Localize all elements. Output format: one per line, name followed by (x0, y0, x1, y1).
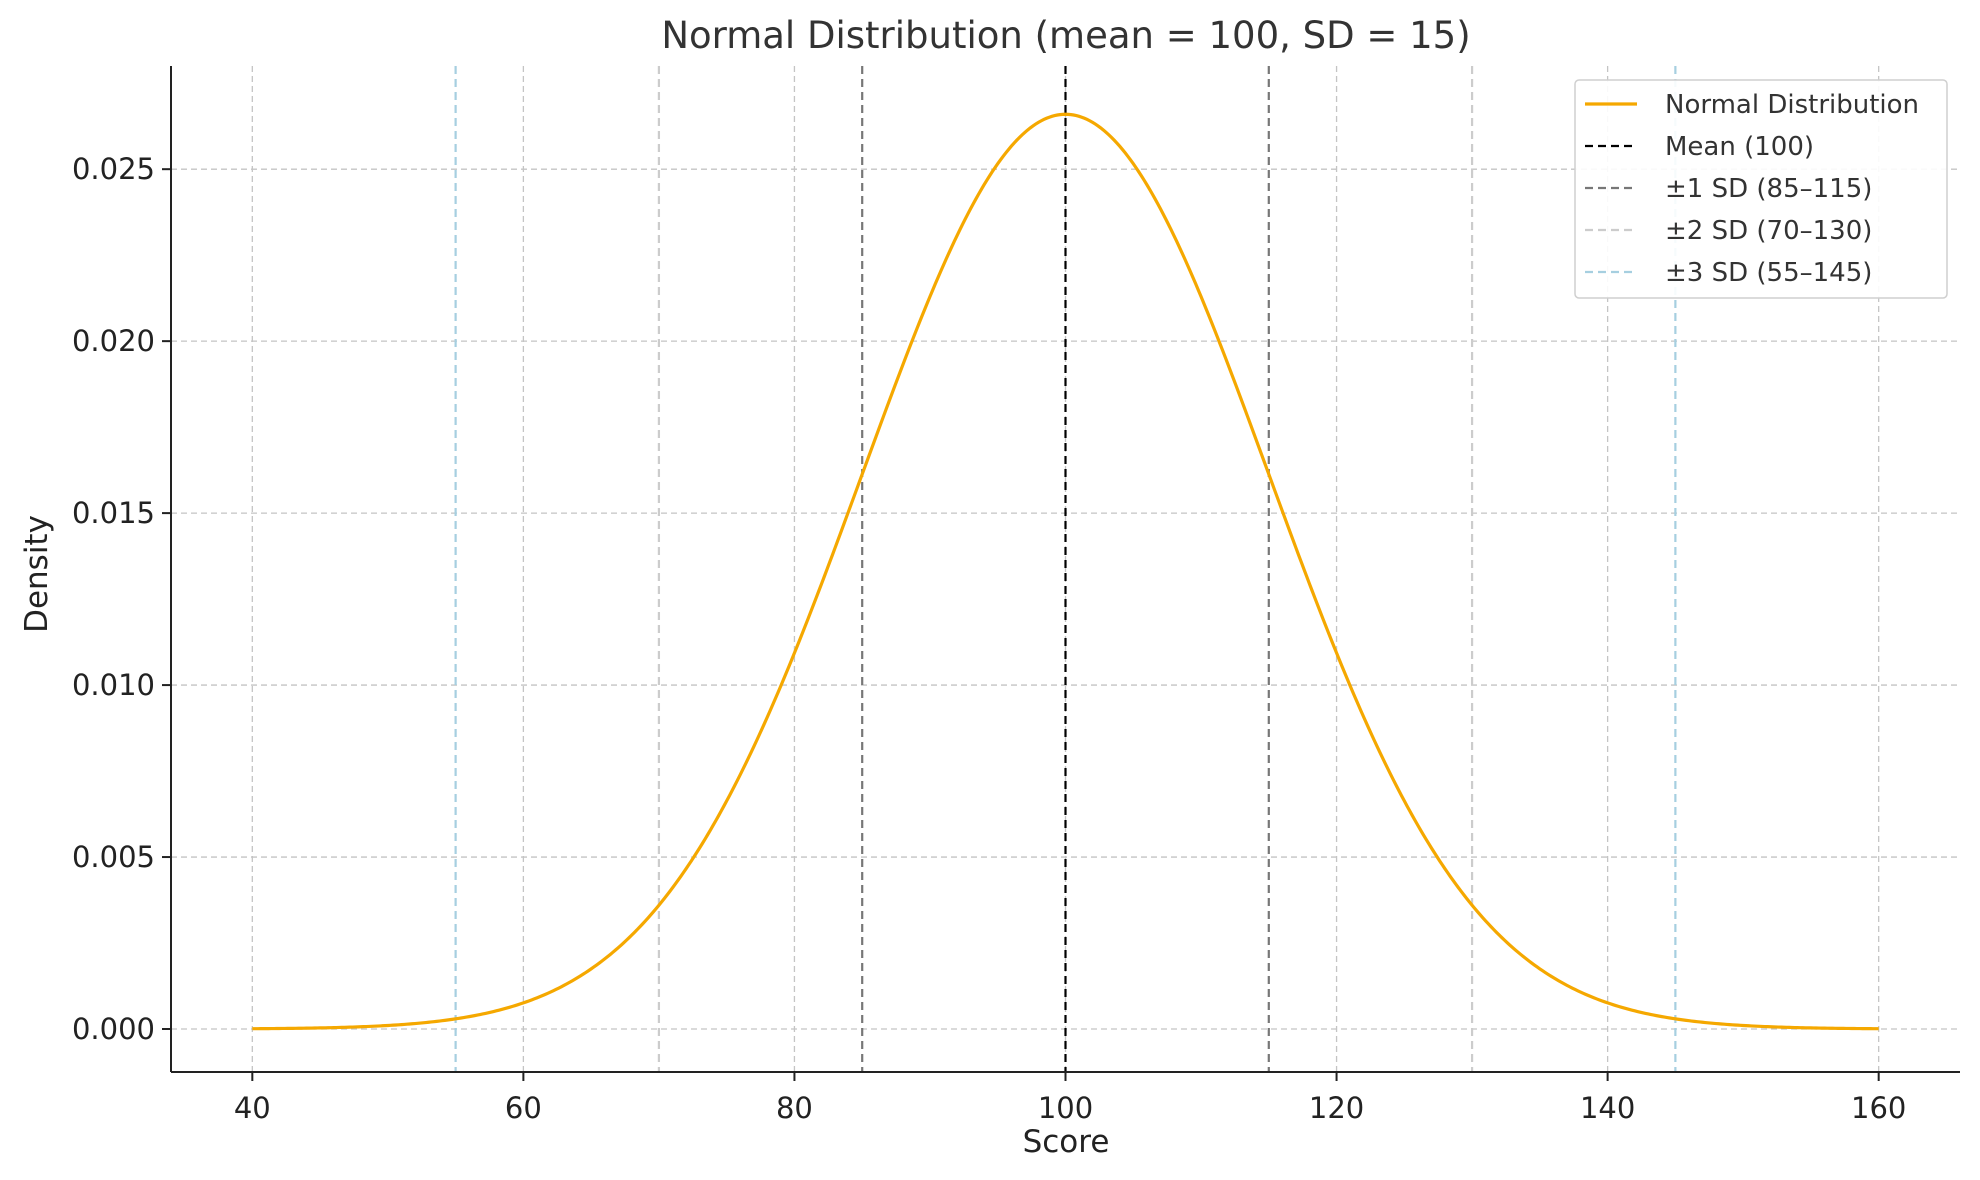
legend-label: Mean (100) (1665, 132, 1814, 162)
y-tick-label: 0.000 (72, 1012, 155, 1046)
y-tick-label: 0.005 (72, 840, 155, 874)
axes (162, 66, 1960, 1081)
y-axis-label: Density (19, 515, 55, 633)
chart-title: Normal Distribution (mean = 100, SD = 15… (661, 14, 1470, 57)
legend-label: ±3 SD (55–145) (1665, 258, 1872, 288)
x-tick-label: 60 (505, 1091, 542, 1125)
y-tick-label: 0.025 (72, 152, 155, 186)
legend-label: ±2 SD (70–130) (1665, 216, 1872, 246)
x-tick-label: 160 (1851, 1091, 1906, 1125)
series (252, 112, 1879, 1031)
y-tick-label: 0.020 (72, 324, 155, 358)
x-tick-label: 80 (776, 1091, 813, 1125)
x-tick-label: 140 (1580, 1091, 1635, 1125)
y-tick-label: 0.010 (72, 668, 155, 702)
tick-labels: 40 60 80 100 120 140 160 0.000 0.005 0.010 0.015 0.… (72, 152, 1906, 1125)
legend-label: ±1 SD (85–115) (1665, 174, 1872, 204)
legend-label: Normal Distribution (1665, 90, 1919, 120)
legend-box (1574, 79, 1948, 299)
density-curve (252, 112, 1879, 1031)
x-tick-label: 120 (1309, 1091, 1364, 1125)
y-tick-label: 0.015 (72, 496, 155, 530)
x-tick-label: 100 (1038, 1091, 1093, 1125)
legend: Normal Distribution Mean (100) ±1 SD (85–1… (1574, 79, 1948, 299)
x-axis-label: Score (1023, 1124, 1110, 1160)
x-tick-label: 40 (234, 1091, 271, 1125)
